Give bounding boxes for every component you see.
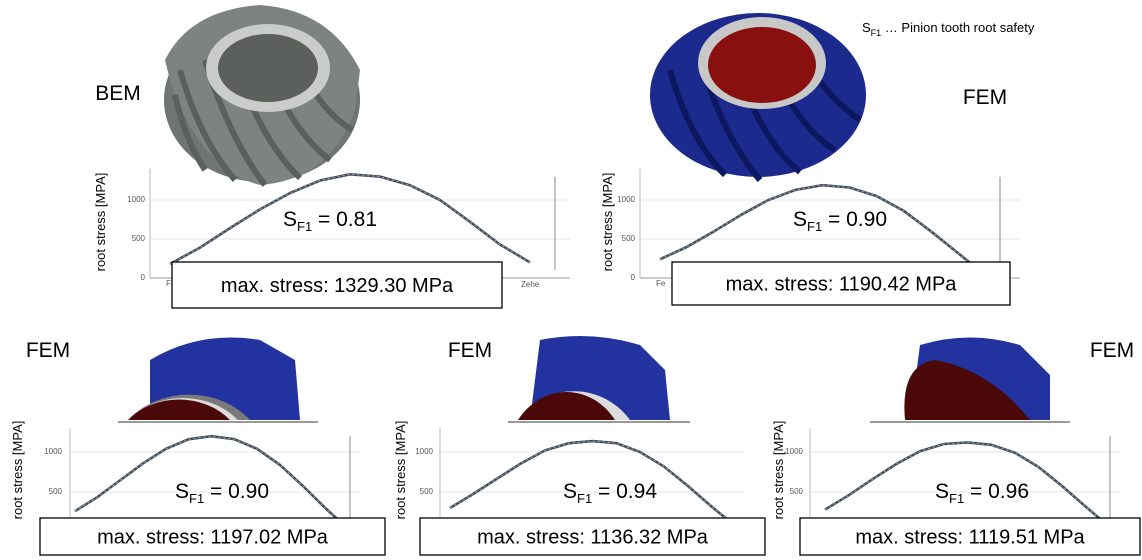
safety-value: = 0.96 bbox=[964, 480, 1029, 503]
note-symbol: S bbox=[862, 20, 871, 35]
y-axis-label: root stress [MPA] bbox=[600, 173, 615, 272]
y-axis-label: root stress [MPA] bbox=[93, 173, 108, 272]
legend-note: SF1 … Pinion tooth root safety bbox=[862, 20, 1035, 38]
gear-fem bbox=[650, 13, 866, 180]
safety-subscript: F1 bbox=[949, 491, 964, 506]
gear-section-2 bbox=[508, 336, 690, 422]
method-label: FEM bbox=[448, 339, 492, 362]
y-tick-label: 500 bbox=[132, 234, 146, 243]
safety-value: = 0.90 bbox=[822, 208, 887, 231]
y-tick-label: 1000 bbox=[785, 447, 803, 456]
y-axis-label: root stress [MPA] bbox=[771, 421, 786, 520]
note-text: … Pinion tooth root safety bbox=[881, 20, 1035, 35]
safety-symbol: S bbox=[175, 480, 189, 503]
x-end-label: Zehe bbox=[521, 280, 540, 289]
safety-symbol: S bbox=[563, 480, 577, 503]
y-tick-label: 0 bbox=[631, 273, 636, 282]
safety-annotation: SF1 = 0.81 bbox=[283, 208, 377, 234]
safety-value: = 0.94 bbox=[592, 480, 657, 503]
y-tick-label: 1000 bbox=[415, 447, 433, 456]
note-subscript: F1 bbox=[871, 28, 882, 38]
safety-annotation: SF1 = 0.90 bbox=[793, 208, 887, 234]
gear-section-1 bbox=[118, 338, 318, 423]
max-stress-label: max. stress: 1197.02 MPa bbox=[97, 527, 329, 549]
gear-section-3 bbox=[870, 338, 1070, 423]
method-label: FEM bbox=[26, 339, 70, 362]
safety-symbol: S bbox=[793, 208, 807, 231]
figure: SF1 … Pinion tooth root safety 05001000r… bbox=[0, 0, 1142, 560]
y-tick-label: 500 bbox=[790, 487, 804, 496]
safety-subscript: F1 bbox=[807, 219, 822, 234]
y-tick-label: 0 bbox=[141, 273, 146, 282]
method-label: FEM bbox=[1090, 339, 1134, 362]
max-stress-label: max. stress: 1119.51 MPa bbox=[855, 527, 1085, 549]
safety-subscript: F1 bbox=[297, 219, 312, 234]
method-label: FEM bbox=[963, 86, 1007, 109]
y-tick-label: 500 bbox=[49, 487, 63, 496]
y-axis-label: root stress [MPA] bbox=[10, 421, 25, 520]
y-tick-label: 500 bbox=[622, 234, 636, 243]
gear-bem bbox=[164, 5, 360, 185]
safety-value: = 0.90 bbox=[204, 480, 269, 503]
max-stress-label: max. stress: 1329.30 MPa bbox=[221, 275, 454, 297]
safety-annotation: SF1 = 0.90 bbox=[175, 480, 269, 506]
safety-symbol: S bbox=[935, 480, 949, 503]
x-end-label: F bbox=[166, 279, 171, 288]
y-tick-label: 1000 bbox=[44, 447, 62, 456]
y-tick-label: 500 bbox=[420, 487, 434, 496]
y-tick-label: 1000 bbox=[617, 195, 635, 204]
max-stress-label: max. stress: 1136.32 MPa bbox=[477, 527, 709, 549]
safety-annotation: SF1 = 0.94 bbox=[563, 480, 657, 506]
safety-symbol: S bbox=[283, 208, 297, 231]
y-axis-label: root stress [MPA] bbox=[393, 421, 408, 520]
y-tick-label: 1000 bbox=[127, 195, 145, 204]
safety-annotation: SF1 = 0.96 bbox=[935, 480, 1029, 506]
x-end-label: Fe bbox=[656, 279, 666, 288]
safety-subscript: F1 bbox=[189, 491, 204, 506]
method-label: BEM bbox=[95, 82, 141, 105]
safety-subscript: F1 bbox=[577, 491, 592, 506]
safety-value: = 0.81 bbox=[312, 208, 377, 231]
max-stress-label: max. stress: 1190.42 MPa bbox=[726, 274, 958, 296]
